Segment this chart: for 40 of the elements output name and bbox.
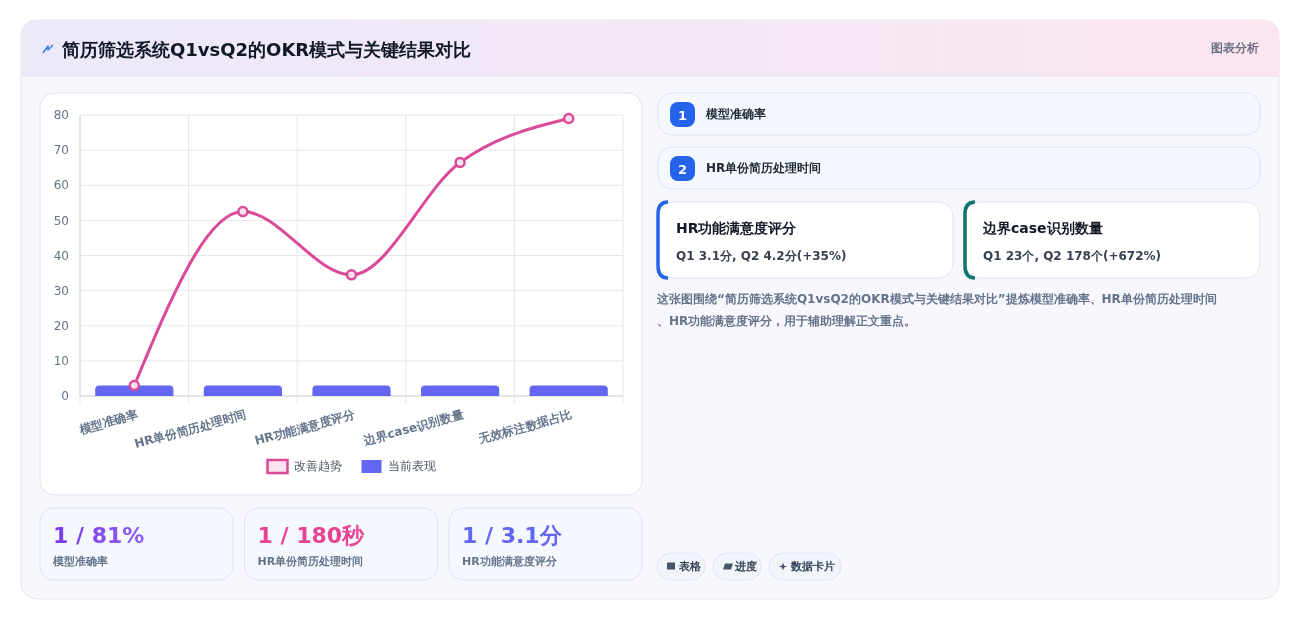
text: HR功能满意度评分 bbox=[676, 219, 798, 236]
text: 进度 bbox=[734, 560, 757, 574]
chart-title: 简历筛选系统Q1vsQ2的OKR模式与关键结果对比 bbox=[61, 39, 472, 60]
y-tick-label: 80 bbox=[53, 108, 69, 123]
text: 1 / 81% bbox=[53, 522, 145, 548]
y-tick-label: 20 bbox=[53, 318, 69, 333]
x-tick-label: 边界case识别数量 bbox=[361, 407, 466, 448]
x-tick-label: HR功能满意度评分 bbox=[253, 407, 358, 448]
point bbox=[345, 269, 358, 281]
text: HR功能满意度评分 bbox=[462, 554, 558, 568]
y-tick-label: 0 bbox=[61, 389, 69, 404]
text: 1 / 180秒 bbox=[257, 522, 366, 548]
text: 模型准确率 bbox=[52, 554, 108, 568]
text: 1 / 3.1分 bbox=[462, 522, 563, 548]
text: Q1 3.1分, Q2 4.2分(+35%) bbox=[676, 249, 847, 264]
x-tick-label: 模型准确率 bbox=[76, 407, 140, 437]
text: 表格 bbox=[678, 560, 702, 574]
point bbox=[237, 205, 249, 218]
y-tick-label: 50 bbox=[53, 213, 69, 228]
text: HR单份简历处理时间 bbox=[257, 554, 364, 568]
point bbox=[454, 156, 466, 169]
text: 这张图围绕“简历筛选系统Q1vsQ2的OKR模式与关键结果对比”提炼模型准确率、HR单份简历处理时间、HR功能满意度评分，用于辅助理解正文重点。 bbox=[656, 292, 1217, 329]
point bbox=[562, 112, 575, 125]
text: 模型准确率 bbox=[705, 107, 766, 122]
text: 2 bbox=[677, 161, 688, 177]
text: 边界case识别数量 bbox=[982, 219, 1103, 236]
text: 数据卡片 bbox=[790, 560, 835, 574]
y-tick-label: 30 bbox=[53, 283, 69, 298]
text: Q1 23个, Q2 178个(+672%) bbox=[983, 249, 1162, 264]
text: HR单份简历处理时间 bbox=[706, 161, 822, 176]
legend-label: 改善趋势 bbox=[293, 459, 342, 474]
point bbox=[128, 379, 141, 392]
y-tick-label: 40 bbox=[53, 248, 69, 263]
text: 1 bbox=[677, 107, 688, 123]
y-tick-label: 60 bbox=[53, 178, 69, 193]
x-tick-label: 无效标注数据占比 bbox=[476, 407, 574, 447]
y-tick-label: 10 bbox=[53, 354, 69, 369]
y-tick-label: 70 bbox=[53, 143, 69, 158]
text: 图表分析 bbox=[1211, 41, 1259, 55]
legend-label: 当前表现 bbox=[387, 459, 436, 474]
